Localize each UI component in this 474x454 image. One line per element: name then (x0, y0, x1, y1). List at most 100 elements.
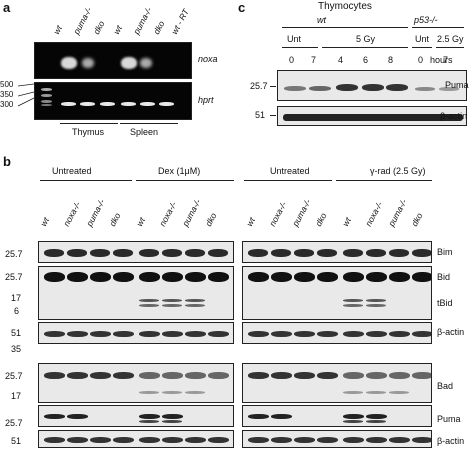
lane-label: wt (51, 23, 64, 36)
puma-band (343, 414, 364, 419)
puma-band (362, 84, 384, 91)
bid-blot (242, 266, 432, 320)
actin-band (294, 331, 315, 337)
ladder-band (41, 100, 52, 103)
tbid-band (139, 299, 159, 302)
panel-a-letter: a (3, 0, 11, 15)
lane-label: noxa-/- (363, 199, 385, 228)
lane-label: dko (151, 19, 167, 36)
puma-band (284, 86, 306, 91)
bad-band-lower (185, 391, 205, 394)
actin-band (389, 437, 410, 443)
actin-band (317, 437, 338, 443)
marker-500: 500 (0, 80, 14, 89)
puma-band-lower (139, 420, 159, 423)
puma-band (336, 84, 358, 91)
bid-blot (38, 266, 234, 320)
bid-band (113, 272, 134, 282)
bad-band (162, 372, 183, 379)
actin-band (113, 437, 134, 443)
bim-band (389, 249, 409, 257)
actin-band (67, 331, 88, 337)
lane-label: puma-/- (180, 197, 203, 228)
hprt-band (100, 102, 115, 106)
hprt-band (61, 102, 76, 106)
lane-label: noxa-/- (267, 199, 289, 228)
tbid-band (343, 299, 363, 302)
mw-35: 35 (11, 344, 22, 354)
label-puma: Puma (437, 414, 461, 424)
actin-blot-top (38, 322, 234, 344)
thymus-label: Thymus (72, 127, 105, 137)
mw-bid: 25.7 (5, 272, 23, 282)
cond-25gy: 2.5 Gy (437, 34, 464, 44)
bid-band (294, 272, 315, 282)
bim-band (343, 249, 363, 257)
actin-band (44, 331, 65, 337)
mw-51-top: 51 (11, 328, 22, 338)
bad-band-lower (366, 391, 386, 394)
actin-band (343, 437, 364, 443)
actin-band (317, 331, 338, 337)
bid-band (67, 272, 88, 282)
lane-label: dko (409, 211, 425, 228)
bad-band (67, 372, 88, 379)
actin-band (139, 331, 160, 337)
actin-blot-top (242, 322, 432, 344)
cond-unt: Unt (287, 34, 302, 44)
actin-band (389, 331, 410, 337)
bad-band (90, 372, 111, 379)
bad-band-lower (343, 391, 363, 394)
mw-bim: 25.7 (5, 249, 23, 259)
bad-blot (242, 363, 432, 403)
group-untreated-left: Untreated (52, 166, 92, 176)
puma-blot-b (38, 405, 234, 427)
actin-band (162, 331, 183, 337)
bid-band (44, 272, 65, 282)
hour-value: 7 (311, 55, 317, 65)
lane-label: puma-/- (386, 197, 409, 228)
lane-label: puma-/- (131, 5, 154, 36)
bracket-untreated-left (40, 180, 132, 181)
actin-band (283, 114, 463, 121)
mw-51: 51 (255, 110, 266, 120)
thymus-bracket (60, 123, 118, 124)
bim-band (317, 249, 337, 257)
ladder-band (41, 94, 52, 97)
hours-label: hours (430, 55, 453, 65)
bim-band (412, 249, 431, 257)
lane-label: dko (313, 211, 329, 228)
bad-band (271, 372, 292, 379)
label-bad: Bad (437, 381, 454, 391)
puma-band-lower (366, 420, 386, 423)
25gy-bracket (436, 47, 464, 48)
actin-band (44, 437, 65, 443)
bim-band (44, 249, 64, 257)
bim-blot (242, 241, 432, 263)
hour-value: 6 (363, 55, 369, 65)
actin-band (412, 437, 431, 443)
lane-label: wt (111, 23, 124, 36)
bad-band (248, 372, 269, 379)
puma-band (366, 414, 387, 419)
bim-band (139, 249, 159, 257)
bracket-dex (136, 180, 234, 181)
noxa-band (121, 57, 137, 69)
noxa-band (61, 57, 77, 69)
bim-band (294, 249, 314, 257)
lane-label: wt - RT (169, 7, 191, 36)
mw-25-7: 25.7 (250, 81, 268, 91)
actin-band (90, 437, 111, 443)
bid-band (317, 272, 338, 282)
hprt-label: hprt (198, 95, 214, 105)
bid-band (389, 272, 410, 282)
hprt-gel (34, 82, 192, 120)
bad-band-lower (389, 391, 409, 394)
bid-band (366, 272, 387, 282)
hprt-band (159, 102, 174, 106)
group-gamma-rad: γ-rad (2.5 Gy) (370, 166, 426, 176)
bim-band (162, 249, 182, 257)
puma-band (162, 414, 183, 419)
actin-band (67, 437, 88, 443)
mw-tick (270, 86, 276, 87)
